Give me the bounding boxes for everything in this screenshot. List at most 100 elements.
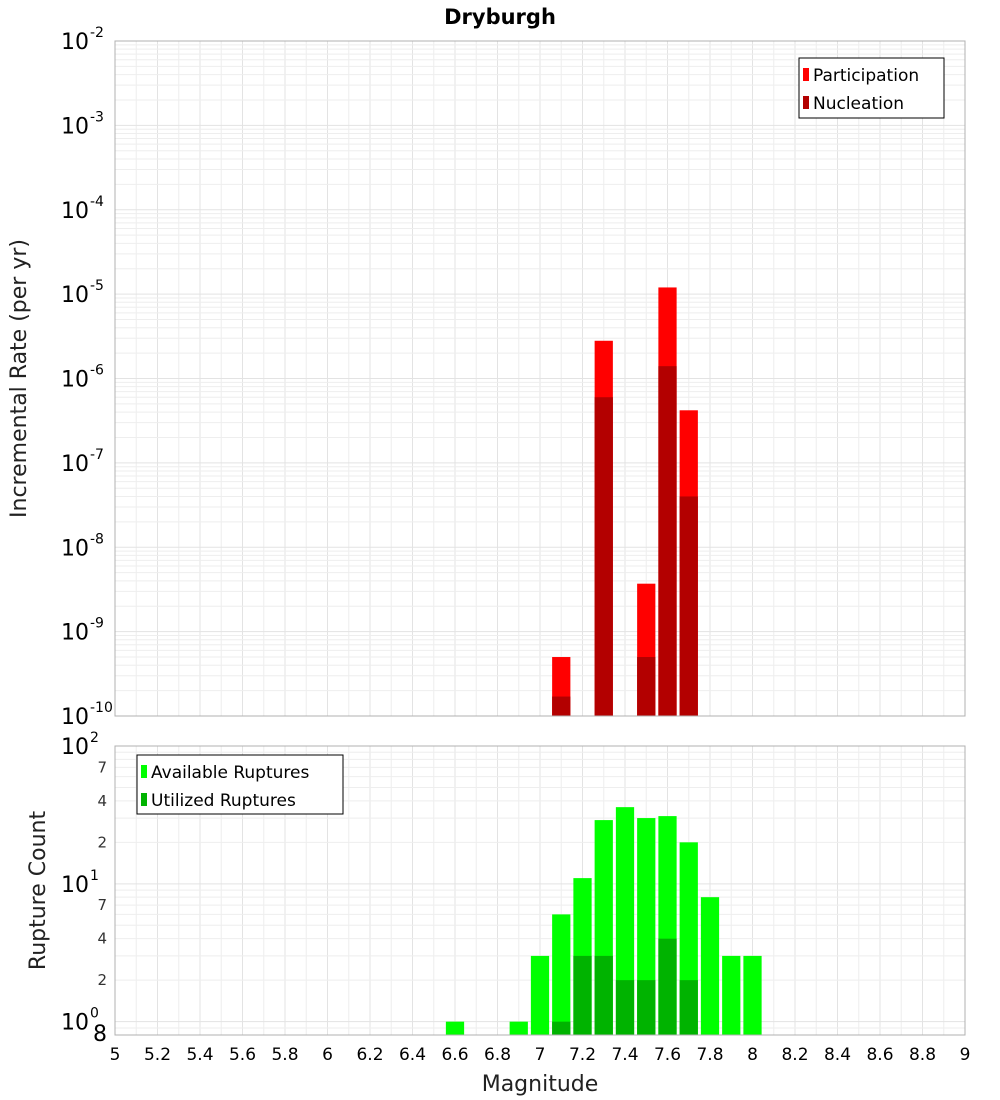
count-plot-frame [114, 745, 966, 1036]
x-tick-label: 7.2 [569, 1045, 596, 1065]
bar-available-ruptures-7-4 [615, 807, 635, 1035]
y-tick-exponent: 0 [90, 1006, 99, 1022]
bar-nucleation-7-3 [594, 397, 613, 716]
bar-utilized-ruptures-7-6 [658, 938, 677, 1035]
rate-legend: Participation Nucleation [798, 57, 945, 119]
bar-available-ruptures-7-9 [722, 955, 741, 1035]
y-tick-exponent: -3 [90, 109, 104, 125]
y-tick-exponent: 2 [90, 730, 99, 746]
bar-nucleation-7-5 [637, 657, 656, 716]
x-tick-label: 7 [535, 1045, 546, 1065]
x-tick-label: 7.8 [696, 1045, 723, 1065]
y-tick-exponent: -9 [90, 616, 104, 632]
y-tick-exponent: 1 [90, 868, 99, 884]
y-tick-base: 10 [61, 30, 89, 55]
y-tick-label: 4 [97, 792, 107, 810]
count-y-axis-title: Rupture Count [26, 811, 51, 971]
y-tick-base: 10 [61, 873, 89, 898]
y-tick-base: 10 [61, 735, 89, 760]
x-tick-label: 6.4 [399, 1045, 426, 1065]
y-tick-exponent: -4 [90, 194, 104, 210]
y-tick-exponent: -8 [90, 531, 104, 547]
y-tick-label: 10 -6 [61, 363, 104, 393]
rate-grid [114, 41, 966, 717]
x-tick-label: 5 [110, 1045, 121, 1065]
y-tick-base: 10 [61, 705, 89, 730]
x-ticks: 5 5.2 5.4 5.6 5.8 6 6.2 6.4 6.6 6.8 7 7.2 7.4 7.6 7.8 8… [110, 1045, 971, 1065]
bar-utilized-ruptures-7-5 [637, 980, 656, 1035]
legend-swatch-available-ruptures [141, 765, 147, 778]
y-tick-label: 7 [97, 758, 107, 776]
y-tick-label: 10 -8 [61, 531, 104, 561]
legend-frame [798, 57, 945, 119]
legend-label-participation: Participation [813, 66, 919, 86]
x-tick-label: 8.8 [909, 1045, 936, 1065]
y-tick-base: 10 [61, 621, 89, 646]
bar-available-ruptures-6-6 [445, 1021, 465, 1035]
x-tick-label: 8.2 [781, 1045, 808, 1065]
y-tick-exponent: -10 [90, 700, 113, 716]
bar-available-ruptures-8 [743, 955, 762, 1035]
y-tick-base: 10 [61, 114, 89, 139]
y-tick-label: 10 -5 [61, 278, 104, 308]
y-tick-label: 10 -10 [61, 700, 113, 730]
bar-nucleation-7-6 [658, 366, 677, 716]
bar-utilized-ruptures-7-3 [594, 955, 613, 1035]
x-tick-label: 8 [747, 1045, 758, 1065]
x-tick-label: 9 [960, 1045, 971, 1065]
y-tick-label: 10 -3 [61, 109, 104, 139]
x-tick-label: 6 [322, 1045, 333, 1065]
y-tick-exponent: -2 [90, 25, 104, 41]
legend-swatch-participation [803, 68, 809, 81]
y-tick-base: 10 [61, 368, 89, 393]
x-tick-label: 7.4 [611, 1045, 638, 1065]
count-bars [445, 807, 762, 1035]
bar-nucleation-7-1 [552, 696, 571, 716]
count-legend: Available Ruptures Utilized Ruptures [136, 754, 344, 815]
y-tick-label: 10 -4 [61, 194, 104, 224]
x-tick-label: 6.2 [356, 1045, 383, 1065]
bar-utilized-ruptures-7-1 [552, 1021, 571, 1035]
y-tick-label: 8 [93, 1022, 107, 1047]
rate-plot-frame [114, 40, 966, 717]
x-axis-title: Magnitude [482, 1072, 599, 1097]
y-tick-label: 10 -9 [61, 616, 104, 646]
y-tick-label: 4 [97, 930, 107, 948]
y-tick-exponent: -7 [90, 447, 104, 463]
legend-swatch-nucleation [803, 96, 809, 109]
bar-available-ruptures-7-8 [700, 897, 720, 1035]
y-tick-label: 10 1 [61, 868, 99, 898]
chart-title: Dryburgh [444, 5, 556, 29]
bar-utilized-ruptures-7-2 [573, 955, 592, 1035]
legend-label-available-ruptures: Available Ruptures [151, 763, 309, 783]
y-tick-label: 2 [97, 833, 107, 851]
y-tick-label: 7 [97, 896, 107, 914]
bar-utilized-ruptures-7-4 [615, 980, 635, 1035]
y-tick-base: 10 [61, 283, 89, 308]
y-tick-base: 10 [61, 536, 89, 561]
y-tick-label: 10 -2 [61, 25, 104, 55]
x-tick-label: 5.6 [229, 1045, 256, 1065]
rate-y-axis-title: Incremental Rate (per yr) [7, 239, 32, 518]
y-tick-label: 10 0 [61, 1006, 99, 1036]
y-tick-base: 10 [61, 199, 89, 224]
bar-utilized-ruptures-7-7 [679, 980, 698, 1035]
x-tick-label: 7.6 [654, 1045, 681, 1065]
y-tick-label: 10 -7 [61, 447, 104, 477]
legend-swatch-utilized-ruptures [141, 793, 147, 806]
x-tick-label: 5.4 [186, 1045, 213, 1065]
y-tick-exponent: -6 [90, 363, 104, 379]
bar-available-ruptures-7-1 [552, 914, 571, 1035]
y-tick-label: 2 [97, 971, 107, 989]
x-tick-label: 8.4 [824, 1045, 851, 1065]
bar-nucleation-7-7 [679, 496, 698, 716]
bar-available-ruptures-6-9 [509, 1021, 528, 1035]
y-tick-exponent: -5 [90, 278, 104, 294]
y-tick-base: 10 [61, 1011, 89, 1036]
x-tick-label: 6.8 [484, 1045, 511, 1065]
